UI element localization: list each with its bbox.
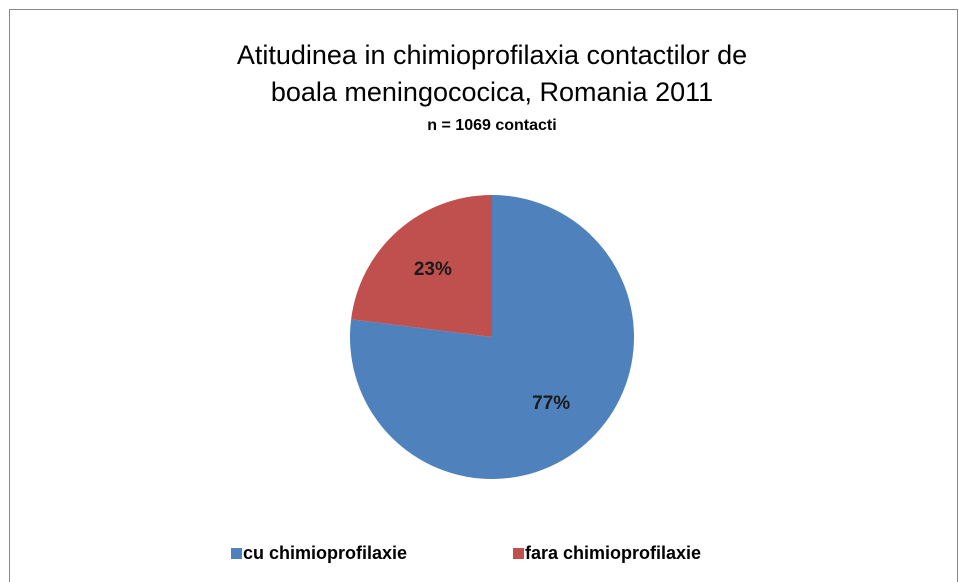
- value-label: 23%: [414, 259, 452, 280]
- pie-slice: [350, 195, 635, 479]
- pie-slice: [351, 195, 492, 337]
- legend-label: cu chimioprofilaxie: [243, 543, 407, 563]
- legend-swatch: [231, 548, 242, 559]
- chart-subtitle: n = 1069 contacti: [427, 117, 556, 134]
- legend-label: fara chimioprofilaxie: [525, 543, 701, 563]
- value-label: 77%: [532, 393, 570, 414]
- chart-title: boala meningococica, Romania 2011: [271, 77, 713, 107]
- legend-swatch: [513, 548, 524, 559]
- chart-title: Atitudinea in chimioprofilaxia contactil…: [237, 40, 747, 70]
